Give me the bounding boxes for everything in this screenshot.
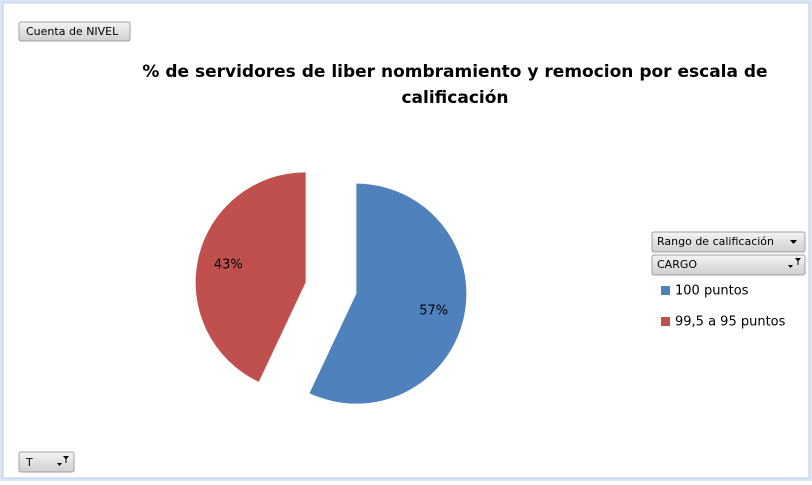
legend-label: 100 puntos bbox=[675, 284, 749, 299]
data-label: 43% bbox=[214, 258, 243, 273]
legend-field-label: Rango de calificación bbox=[657, 235, 774, 248]
legend-field-button[interactable] bbox=[651, 231, 806, 253]
filter-icon bbox=[788, 258, 801, 268]
pie-slice bbox=[309, 183, 467, 404]
filter-icon bbox=[57, 456, 69, 466]
pie-slice bbox=[195, 172, 306, 382]
legend-swatch bbox=[661, 317, 670, 326]
legend-swatch bbox=[661, 286, 670, 295]
legend-label: 99,5 a 95 puntos bbox=[675, 315, 786, 330]
filter-field-button[interactable] bbox=[18, 451, 75, 473]
dropdown-arrow bbox=[790, 240, 797, 244]
filter-field-label: T bbox=[25, 456, 33, 469]
value-field-label: Cuenta de NIVEL bbox=[26, 25, 119, 38]
data-label: 57% bbox=[419, 303, 448, 318]
legend-field-button[interactable] bbox=[651, 254, 806, 276]
chart-title: % de servidores de liber nombramiento y … bbox=[142, 62, 767, 108]
legend-field-label: CARGO bbox=[657, 258, 697, 271]
value-field-button[interactable] bbox=[18, 21, 131, 42]
